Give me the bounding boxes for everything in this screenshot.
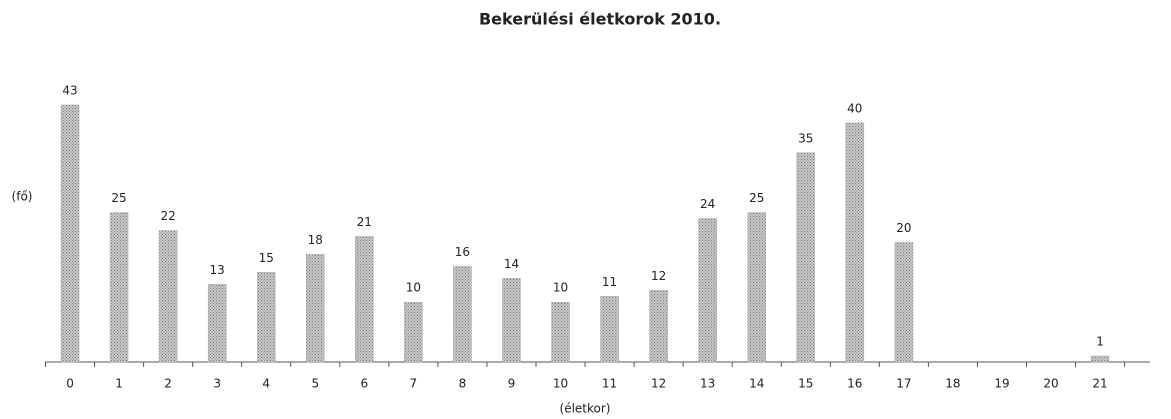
data-label: 20 xyxy=(896,221,911,235)
data-label: 24 xyxy=(700,197,715,211)
x-tick-label: 14 xyxy=(749,377,764,391)
x-tick-label: 0 xyxy=(66,377,74,391)
x-tick-label: 15 xyxy=(798,377,813,391)
x-tick-label: 1 xyxy=(115,377,123,391)
x-tick-label: 2 xyxy=(164,377,172,391)
bar xyxy=(158,230,178,363)
data-label: 43 xyxy=(62,84,77,98)
data-label: 1 xyxy=(1096,335,1104,349)
data-label: 11 xyxy=(602,275,617,289)
bar xyxy=(502,278,521,363)
x-tick-label: 10 xyxy=(553,377,568,391)
data-label: 12 xyxy=(651,269,666,283)
data-label: 10 xyxy=(553,281,568,295)
x-tick-label: 17 xyxy=(896,377,911,391)
x-tick-label: 13 xyxy=(700,377,715,391)
x-tick-label: 9 xyxy=(508,377,516,391)
x-tick-label: 19 xyxy=(994,377,1009,391)
x-tick-label: 7 xyxy=(410,377,418,391)
bar xyxy=(109,212,129,363)
data-label: 35 xyxy=(798,131,813,145)
bar xyxy=(894,242,914,363)
bar xyxy=(551,301,570,363)
bar xyxy=(207,284,227,363)
x-tick-label: 5 xyxy=(311,377,319,391)
x-tick-label: 18 xyxy=(945,377,960,391)
bar xyxy=(600,296,619,363)
chart-title: Bekerülési életkorok 2010. xyxy=(479,10,721,29)
data-label: 14 xyxy=(504,257,519,271)
data-label: 25 xyxy=(749,191,764,205)
x-tick-label: 8 xyxy=(459,377,467,391)
x-axis-label: (életkor) xyxy=(560,402,611,416)
x-tick-label: 3 xyxy=(213,377,221,391)
x-tick-label: 20 xyxy=(1043,377,1058,391)
data-label: 16 xyxy=(455,245,470,259)
data-label: 40 xyxy=(847,101,862,115)
bar xyxy=(747,212,766,363)
bar xyxy=(355,236,374,363)
x-tick-label: 12 xyxy=(651,377,666,391)
bar xyxy=(404,301,423,363)
data-label: 10 xyxy=(406,281,421,295)
bar xyxy=(256,272,276,363)
bar xyxy=(453,266,472,363)
x-tick-label: 16 xyxy=(847,377,862,391)
bar xyxy=(845,122,865,363)
bar xyxy=(60,104,80,363)
bar xyxy=(698,218,717,363)
x-tick-label: 4 xyxy=(262,377,270,391)
data-label: 13 xyxy=(210,263,225,277)
data-label: 25 xyxy=(111,191,126,205)
bar xyxy=(306,254,325,363)
bar xyxy=(796,152,816,363)
data-label: 15 xyxy=(259,251,274,265)
bar xyxy=(1090,355,1110,363)
data-label: 22 xyxy=(160,209,175,223)
data-label: 21 xyxy=(357,215,372,229)
x-tick-label: 6 xyxy=(361,377,369,391)
bar xyxy=(649,290,668,363)
y-axis-label: (fő) xyxy=(12,190,33,204)
x-tick-label: 21 xyxy=(1092,377,1107,391)
x-tick-label: 11 xyxy=(602,377,617,391)
data-label: 18 xyxy=(308,233,323,247)
